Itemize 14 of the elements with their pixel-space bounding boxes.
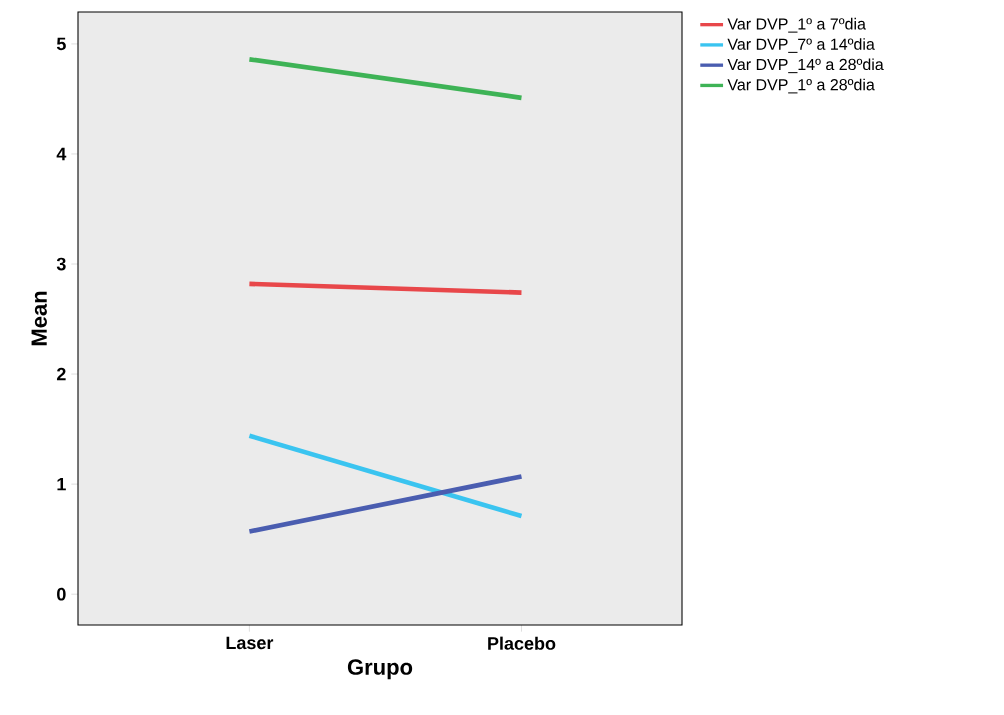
x-tick-label: Laser	[226, 636, 274, 650]
y-tick-label: 1	[57, 477, 66, 491]
y-tick-label: 4	[56, 147, 67, 161]
y-axis-title: Mean	[31, 291, 47, 346]
legend-label: Var DVP_14º a 28ºdia	[727, 58, 884, 74]
legend-label: Var DVP_1º a 28ºdia	[727, 78, 875, 94]
legend-label: Var DVP_7º a 14ºdia	[727, 38, 875, 53]
x-axis-title: Grupo	[347, 659, 413, 680]
y-tick-label: 5	[56, 37, 66, 51]
y-tick-label: 3	[56, 257, 66, 271]
legend-label: Var DVP_1º a 7ºdia	[727, 17, 866, 33]
x-tick-label: Placebo	[488, 636, 556, 650]
y-tick-label: 0	[57, 587, 66, 601]
y-tick-label: 2	[56, 367, 66, 381]
